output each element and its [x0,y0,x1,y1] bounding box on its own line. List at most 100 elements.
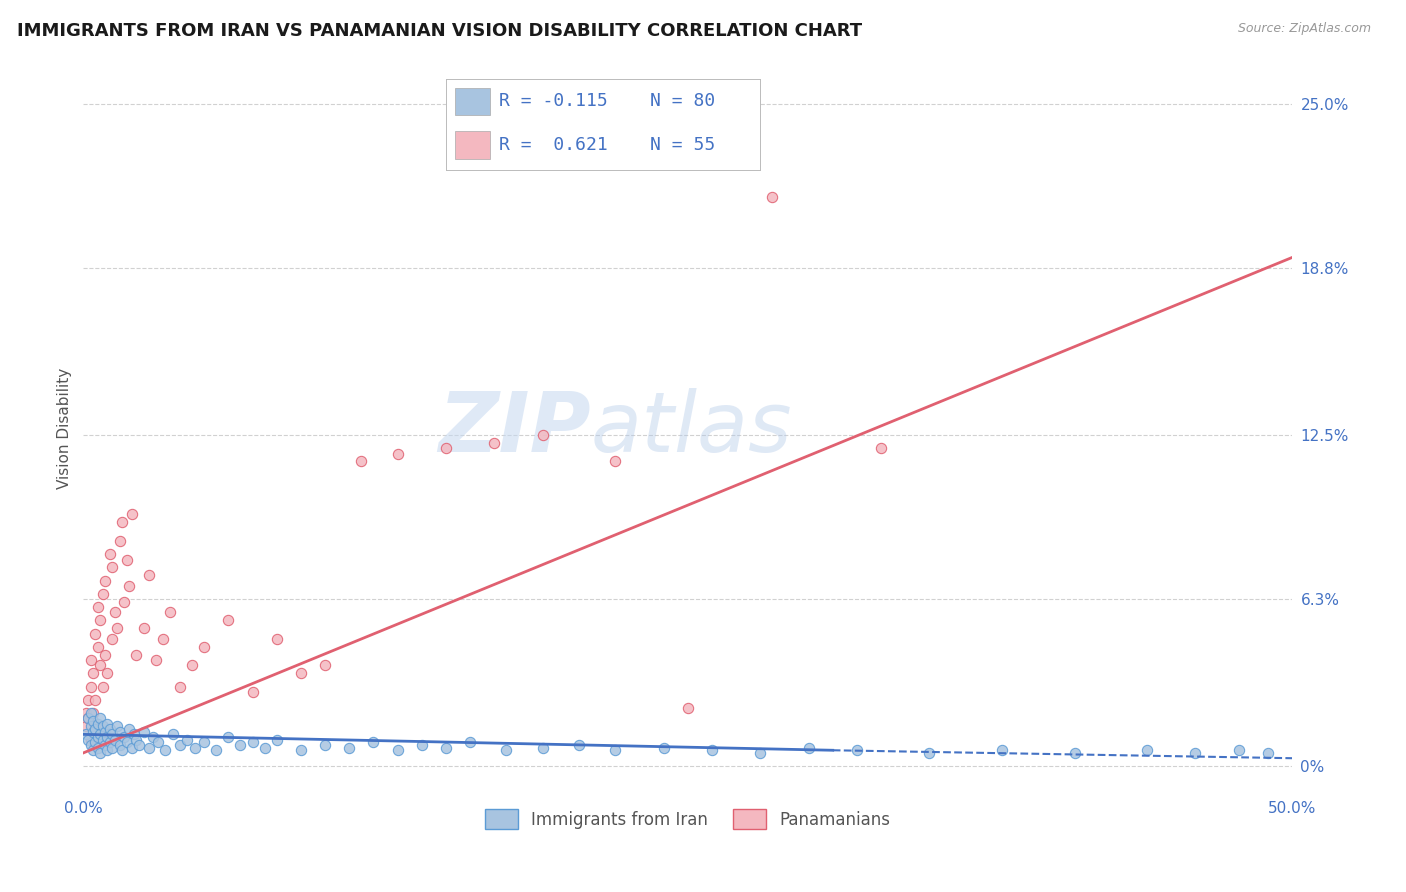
Point [159,606,181,620]
Point [122,727,145,741]
Point [242,735,264,749]
Point [94,738,117,752]
Point [138,740,160,755]
Point [142,730,165,744]
Point [94,724,117,739]
Point [458,735,481,749]
Point [89,614,111,628]
Point [266,732,288,747]
Point [387,743,409,757]
Point [96,666,118,681]
Point [845,743,868,757]
Point [155,743,177,757]
Point [176,732,198,747]
Point [87,716,110,731]
Point [1184,746,1206,760]
Legend: Immigrants from Iran, Panamanians: Immigrants from Iran, Panamanians [478,803,897,835]
Point [290,666,312,681]
Point [314,658,336,673]
Point [991,743,1014,757]
Point [101,560,124,574]
Point [568,738,591,752]
Point [89,658,111,673]
Point [169,680,191,694]
Point [108,738,131,752]
Point [91,680,114,694]
Text: IMMIGRANTS FROM IRAN VS PANAMANIAN VISION DISABILITY CORRELATION CHART: IMMIGRANTS FROM IRAN VS PANAMANIAN VISIO… [17,22,862,40]
Point [111,743,134,757]
Point [1063,746,1085,760]
Text: Source: ZipAtlas.com: Source: ZipAtlas.com [1237,22,1371,36]
Point [121,740,143,755]
Point [77,711,100,725]
Point [350,454,373,468]
Point [82,706,104,721]
Point [266,632,288,646]
Point [387,446,409,460]
Point [700,743,723,757]
Point [148,735,170,749]
Point [125,648,148,662]
Point [132,621,155,635]
Point [531,428,554,442]
Point [104,606,127,620]
Point [82,714,104,728]
Point [205,743,228,757]
Point [183,740,205,755]
Point [87,640,110,654]
Point [105,621,128,635]
Point [79,706,101,721]
Point [101,727,124,741]
Text: atlas: atlas [591,388,793,469]
Point [112,730,135,744]
Point [434,441,457,455]
Point [101,632,124,646]
Point [98,547,121,561]
Point [84,719,107,733]
Point [363,735,385,749]
Point [84,722,107,736]
Point [152,632,174,646]
Point [87,730,110,744]
Point [128,738,150,752]
Point [1227,743,1250,757]
Point [101,740,124,755]
Point [181,658,204,673]
Point [77,711,100,725]
Point [98,722,121,736]
Point [79,732,101,747]
Point [434,740,457,755]
Point [138,568,160,582]
Point [169,738,191,752]
Point [87,600,110,615]
Point [145,653,167,667]
Point [91,587,114,601]
Point [314,738,336,752]
Point [253,740,276,755]
Point [290,743,312,757]
Point [484,436,506,450]
Point [193,640,215,654]
Point [495,743,517,757]
Point [115,552,138,566]
Point [104,732,127,747]
Y-axis label: Vision Disability: Vision Disability [58,368,72,489]
Point [84,693,107,707]
Point [94,574,117,588]
Point [337,740,360,755]
Point [79,719,101,733]
Point [112,595,135,609]
Point [1136,743,1159,757]
Point [89,711,111,725]
Point [77,732,100,747]
Point [75,706,97,721]
Point [96,716,118,731]
Point [118,722,141,736]
Point [84,735,107,749]
Point [652,740,675,755]
Point [82,724,104,739]
Point [77,693,100,707]
Point [676,701,699,715]
Point [132,724,155,739]
Point [761,189,783,203]
